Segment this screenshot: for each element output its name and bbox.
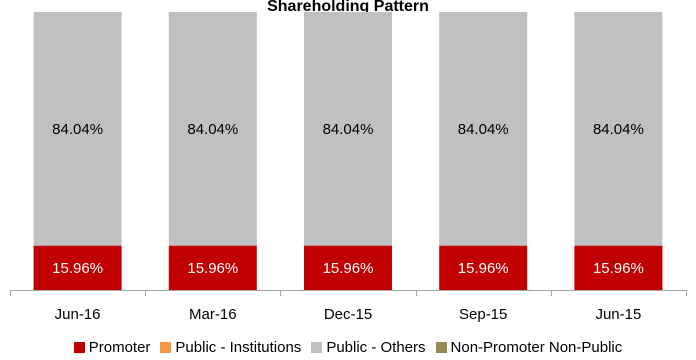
data-label: 15.96% bbox=[187, 260, 238, 277]
legend-item: Public - Institutions bbox=[160, 339, 301, 356]
bar-segment-promoter-dec-15 bbox=[304, 245, 392, 290]
chart-legend: Promoter Public - Institutions Public - Ot… bbox=[0, 337, 696, 357]
data-label: 15.96% bbox=[593, 260, 644, 277]
data-label: 84.04% bbox=[187, 121, 238, 138]
x-tick-label: Jun-16 bbox=[55, 306, 101, 323]
legend-item: Non-Promoter Non-Public bbox=[435, 338, 623, 356]
bar-segment-public-others-jun-15 bbox=[574, 12, 663, 246]
x-axis: Jun-16 Mar-16 Dec-15 Sep-15 Jun-15 bbox=[10, 290, 687, 323]
bar-segment-promoter-jun-15 bbox=[574, 245, 663, 290]
legend-label: Non-Promoter Non-Public bbox=[450, 338, 623, 356]
legend-item: Public - Others bbox=[311, 338, 426, 356]
data-label: 84.04% bbox=[52, 121, 103, 138]
bar-segment-public-others-jun-16 bbox=[33, 12, 122, 246]
data-label: 15.96% bbox=[458, 260, 509, 277]
data-label: 84.04% bbox=[593, 121, 644, 138]
bars-layer: 15.96% 84.04% 15.96% 84.04% 15.96% 84.04% 15.9… bbox=[33, 12, 663, 290]
bar-segment-promoter-mar-16 bbox=[168, 245, 257, 290]
bar-segment-promoter-sep-15 bbox=[439, 245, 528, 290]
bar-segment-public-others-dec-15 bbox=[304, 12, 392, 246]
data-label: 15.96% bbox=[323, 260, 374, 277]
x-tick-label: Jun-15 bbox=[595, 306, 641, 323]
data-label: 84.04% bbox=[458, 121, 509, 138]
stacked-bar-chart: Shareholding Pattern 15.96% 84.04% 15.96% 8… bbox=[10, 0, 687, 323]
bar-segment-promoter-jun-16 bbox=[33, 245, 122, 290]
legend-swatch bbox=[311, 341, 323, 353]
legend-label: Promoter bbox=[88, 338, 151, 356]
x-tick-label: Sep-15 bbox=[459, 306, 507, 323]
legend-swatch bbox=[435, 341, 447, 353]
data-label: 84.04% bbox=[323, 121, 374, 138]
bar-segment-public-others-sep-15 bbox=[439, 12, 528, 246]
legend-label: Public - Institutions bbox=[175, 338, 302, 356]
bar-segment-public-others-mar-16 bbox=[168, 12, 257, 246]
legend-item: Promoter bbox=[73, 338, 151, 356]
legend-swatch bbox=[160, 341, 172, 353]
legend-swatch bbox=[73, 341, 85, 353]
legend-label: Public - Others bbox=[326, 338, 426, 356]
x-tick-label: Dec-15 bbox=[324, 306, 372, 323]
x-tick-label: Mar-16 bbox=[189, 306, 237, 323]
data-label: 15.96% bbox=[52, 260, 103, 277]
chart-title: Shareholding Pattern bbox=[267, 0, 429, 15]
